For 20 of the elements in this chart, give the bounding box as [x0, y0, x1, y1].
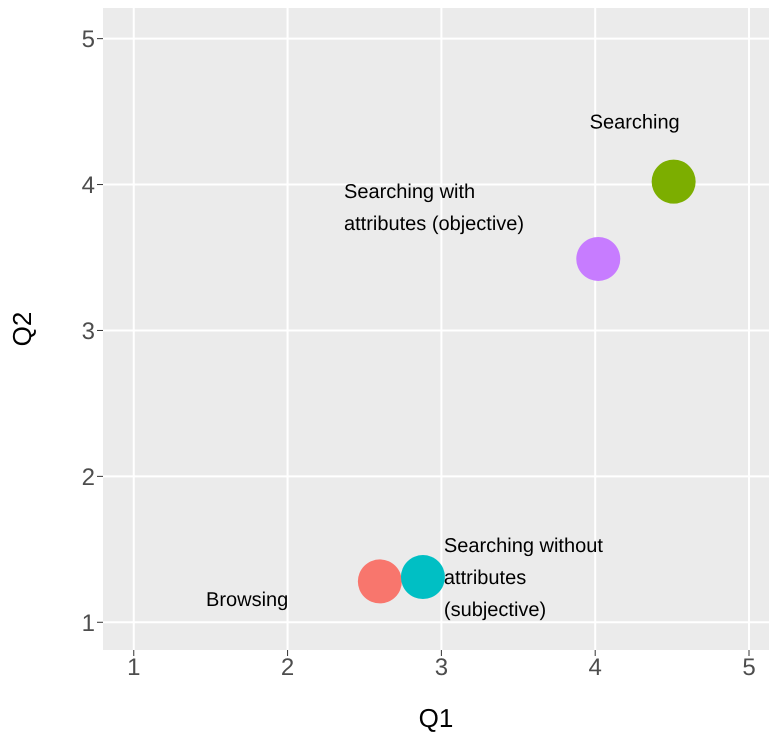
y-axis-title: Q2 — [7, 312, 38, 346]
x-tick-label: 2 — [280, 654, 294, 682]
point — [358, 559, 402, 604]
point — [576, 236, 620, 281]
y-tick-label: 4 — [82, 172, 95, 200]
annotation: Searching without attributes (subjective) — [444, 535, 604, 622]
x-tick-label: 3 — [434, 654, 448, 682]
y-tick-label: 5 — [82, 26, 95, 54]
y-tick-label: 1 — [82, 610, 95, 637]
x-axis-title: Q1 — [418, 703, 454, 733]
annotation: Searching — [590, 112, 680, 134]
x-tick-label: 4 — [588, 654, 602, 682]
point — [400, 555, 445, 600]
point — [652, 160, 696, 204]
x-tick-label: 5 — [742, 654, 756, 682]
annotation: Searching with attributes (objective) — [344, 181, 524, 235]
y-tick-label: 2 — [82, 464, 95, 491]
x-tick-label: 1 — [127, 654, 140, 682]
annotation: Browsing — [206, 589, 288, 611]
y-tick-label: 3 — [82, 318, 95, 345]
